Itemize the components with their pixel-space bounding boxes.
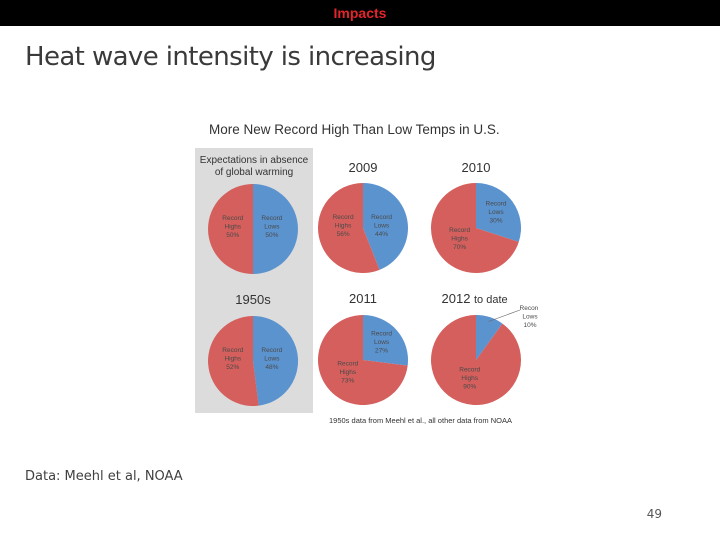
slice-label-lows-2010: Record Lows 30% [486, 200, 507, 224]
slide-title: Heat wave intensity is increasing [25, 42, 436, 72]
pie-slice-highs-2010 [431, 183, 519, 273]
section-title: Impacts [333, 5, 387, 21]
pie-label-2012: 2012 [442, 291, 471, 306]
pie-slice-highs-2012 [431, 315, 522, 406]
chart-footnote: 1950s data from Meehl et al., all other … [329, 416, 512, 425]
pie-slice-lows-1950s [253, 316, 299, 406]
panel-caption: Expectations in absence of global warming [200, 155, 309, 178]
pie-slice-highs-1950s [208, 316, 259, 406]
pie-chart-svg: More New Record High Than Low Temps in U… [195, 122, 541, 425]
pie-slice-lows-2012 [476, 315, 503, 360]
slice-label-highs-expected: Record Highs 50% [222, 215, 243, 239]
pie-slice-highs-expected [208, 184, 253, 274]
pie-label-2009: 2009 [349, 160, 378, 175]
pie-slice-highs-2011 [318, 315, 408, 406]
slice-label-highs-1950s: Record Highs 52% [222, 347, 243, 371]
slice-label-highs-2012: Record Highs 90% [459, 366, 480, 390]
data-source: Data: Meehl et al, NOAA [25, 469, 183, 484]
pie-label-1950s: 1950s [235, 292, 271, 307]
pie-slice-lows-2011 [363, 315, 409, 366]
slice-label-lows-2009: Record Lows 44% [371, 214, 392, 238]
pie-slice-highs-2009 [318, 183, 380, 273]
pie-slice-lows-expected [253, 184, 298, 274]
pie-slice-lows-2009 [363, 183, 409, 270]
pie-chart-figure: More New Record High Than Low Temps in U… [193, 115, 541, 430]
slice-label-lows-2011: Record Lows 27% [371, 331, 392, 355]
slice-label-lows-expected: Record Lows 50% [261, 215, 282, 239]
leader-line-2012 [488, 309, 521, 322]
slice-label-lows-1950s: Record Lows 48% [261, 347, 282, 371]
pie-label-2010: 2010 [462, 160, 491, 175]
slice-label-highs-2009: Record Highs 56% [333, 214, 354, 238]
pie-slice-lows-2010 [476, 183, 522, 242]
page-number: 49 [646, 507, 662, 521]
pie-label-suffix-2012: to date [474, 294, 508, 306]
slice-label-highs-2011: Record Highs 73% [337, 360, 358, 384]
top-bar: Impacts [0, 0, 720, 26]
pie-label-2011: 2011 [349, 291, 377, 306]
slice-label-highs-2010: Record Highs 70% [449, 227, 470, 251]
chart-title: More New Record High Than Low Temps in U… [209, 122, 500, 137]
slice-label-lows-2012: RecordLows10% [520, 305, 538, 329]
